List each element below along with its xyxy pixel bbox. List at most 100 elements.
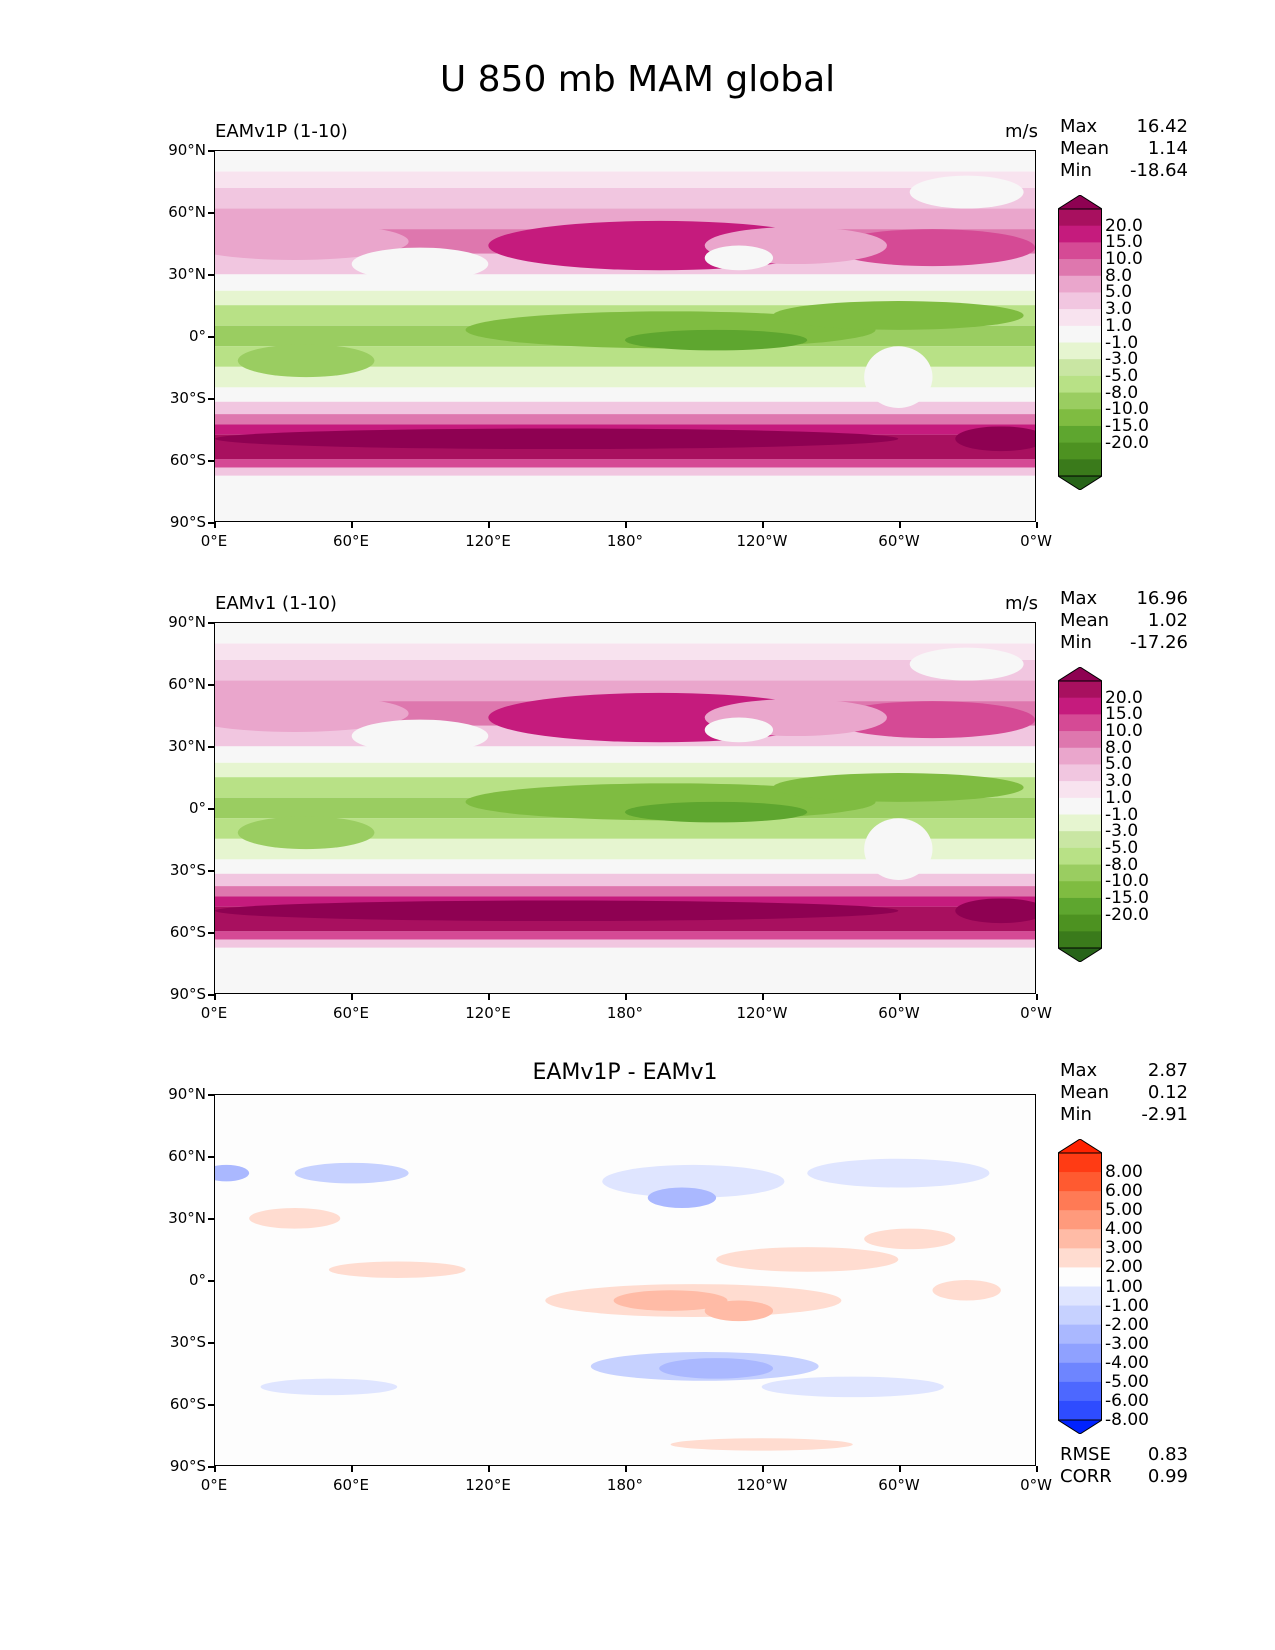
colorbar-segment bbox=[1058, 914, 1102, 932]
stat-value: 16.96 bbox=[1136, 588, 1188, 609]
contour-band bbox=[215, 171, 1035, 188]
contour-region bbox=[215, 428, 899, 450]
y-tick-mark bbox=[208, 212, 214, 214]
colorbar-segment bbox=[1058, 747, 1102, 765]
contour-band bbox=[215, 947, 1035, 993]
stat-label: Min bbox=[1060, 160, 1092, 181]
stats-box: Max 16.42 Mean 1.14 Min -18.64 bbox=[1060, 116, 1188, 182]
colorbar-segment bbox=[1058, 1210, 1102, 1230]
x-tick-label: 0°E bbox=[200, 532, 228, 550]
contour-region bbox=[830, 229, 1035, 267]
contour-region bbox=[659, 1358, 774, 1379]
colorbar-extend-top bbox=[1058, 195, 1102, 210]
contour-map bbox=[215, 151, 1035, 521]
colorbar-segment bbox=[1058, 1267, 1102, 1287]
colorbar-tick-label: -15.0 bbox=[1105, 415, 1149, 436]
stat-value: 1.14 bbox=[1147, 138, 1188, 159]
x-tick-label: 60°W bbox=[878, 532, 920, 550]
colorbar-segment bbox=[1058, 225, 1102, 243]
colorbar-segment bbox=[1058, 831, 1102, 849]
colorbar-tick-label: -4.00 bbox=[1105, 1352, 1149, 1373]
x-tick-mark bbox=[488, 1466, 490, 1472]
y-tick-label: 30°S bbox=[169, 389, 206, 407]
metric-value: 0.83 bbox=[1147, 1444, 1188, 1465]
colorbar-tick-label: -1.00 bbox=[1105, 1295, 1149, 1316]
y-tick-mark bbox=[208, 150, 214, 152]
x-tick-label: 180° bbox=[606, 532, 644, 550]
y-tick-label: 30°S bbox=[169, 861, 206, 879]
colorbar-tick-label: -5.0 bbox=[1105, 365, 1139, 386]
y-tick-mark bbox=[208, 808, 214, 810]
contour-band bbox=[215, 208, 1035, 230]
metric-row: RMSE 0.83 bbox=[1060, 1444, 1188, 1466]
metric-label: RMSE bbox=[1060, 1444, 1111, 1465]
colorbar-segment bbox=[1058, 292, 1102, 310]
colorbar-tick-label: 3.0 bbox=[1105, 771, 1133, 792]
colorbar-segment bbox=[1058, 1191, 1102, 1211]
contour-band bbox=[215, 931, 1035, 940]
y-tick-mark bbox=[208, 274, 214, 276]
contour-region bbox=[237, 344, 375, 378]
contour-region bbox=[215, 694, 409, 732]
colorbar-segment bbox=[1058, 442, 1102, 460]
y-tick-label: 0° bbox=[188, 799, 206, 817]
y-tick-label: 60°N bbox=[168, 1147, 206, 1165]
colorbar-tick-label: 2.00 bbox=[1105, 1257, 1143, 1278]
stat-row: Max 2.87 bbox=[1060, 1060, 1188, 1082]
contour-region bbox=[328, 1261, 466, 1278]
colorbar-segment bbox=[1058, 847, 1102, 866]
contour-region bbox=[260, 1378, 398, 1396]
colorbar-tick-label: 10.0 bbox=[1105, 721, 1143, 742]
colorbar-tick-label: 20.0 bbox=[1105, 687, 1143, 708]
colorbar-tick-label: -10.0 bbox=[1105, 871, 1149, 892]
y-tick-label: 0° bbox=[188, 327, 206, 345]
x-tick-label: 120°W bbox=[736, 532, 788, 550]
colorbar-tick-label: 6.00 bbox=[1105, 1181, 1143, 1202]
contour-band bbox=[215, 939, 1035, 948]
stat-row: Mean 0.12 bbox=[1060, 1082, 1188, 1104]
colorbar-segment bbox=[1058, 1324, 1102, 1345]
contour-band bbox=[215, 459, 1035, 468]
stat-label: Mean bbox=[1060, 1082, 1110, 1103]
x-tick-label: 60°E bbox=[332, 1476, 370, 1494]
colorbar-segment bbox=[1058, 325, 1102, 343]
contour-region bbox=[625, 801, 808, 823]
colorbar-segment bbox=[1058, 681, 1102, 699]
x-tick-mark bbox=[214, 522, 216, 528]
contour-band bbox=[215, 366, 1035, 388]
stats-box: Max 16.96 Mean 1.02 Min -17.26 bbox=[1060, 588, 1188, 654]
y-tick-mark bbox=[208, 1094, 214, 1096]
colorbar-tick-label: 3.0 bbox=[1105, 299, 1133, 320]
colorbar-segment bbox=[1058, 1229, 1102, 1249]
contour-region bbox=[807, 1158, 990, 1188]
contour-map bbox=[215, 1095, 1035, 1465]
y-tick-label: 60°S bbox=[169, 1395, 206, 1413]
y-tick-mark bbox=[208, 622, 214, 624]
contour-region bbox=[704, 717, 774, 743]
units-label: m/s bbox=[1005, 593, 1038, 614]
contour-region bbox=[761, 1376, 944, 1398]
colorbar-segment bbox=[1058, 897, 1102, 916]
map-plot-area bbox=[214, 622, 1036, 994]
stat-label: Mean bbox=[1060, 138, 1110, 159]
stat-value: -17.26 bbox=[1129, 632, 1188, 653]
y-tick-label: 90°S bbox=[169, 985, 206, 1003]
y-tick-mark bbox=[208, 1404, 214, 1406]
colorbar-segment bbox=[1058, 375, 1102, 394]
contour-region bbox=[955, 426, 1035, 452]
x-tick-mark bbox=[351, 994, 353, 1000]
x-tick-label: 180° bbox=[606, 1004, 644, 1022]
contour-region bbox=[670, 1438, 853, 1451]
stat-value: -2.91 bbox=[1141, 1104, 1188, 1125]
y-tick-label: 30°N bbox=[168, 737, 206, 755]
colorbar-segment bbox=[1058, 359, 1102, 377]
colorbar-graphic bbox=[1058, 1139, 1102, 1434]
x-tick-label: 120°E bbox=[465, 1004, 511, 1022]
y-tick-mark bbox=[208, 398, 214, 400]
colorbar-tick-label: 3.00 bbox=[1105, 1238, 1143, 1259]
colorbar-tick-label: 15.0 bbox=[1105, 704, 1143, 725]
x-tick-mark bbox=[1036, 1466, 1038, 1472]
contour-region bbox=[215, 222, 409, 260]
stat-value: 0.12 bbox=[1147, 1082, 1188, 1103]
stat-value: 2.87 bbox=[1147, 1060, 1188, 1081]
